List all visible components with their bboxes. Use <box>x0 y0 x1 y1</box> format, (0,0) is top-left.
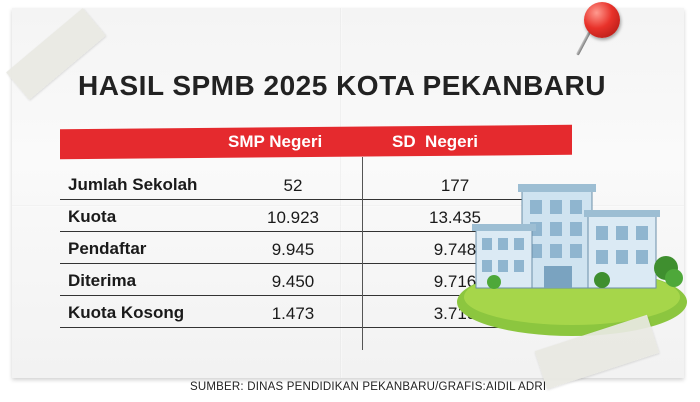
smp-value: 1.473 <box>271 304 315 323</box>
sd-value: 177 <box>440 176 470 195</box>
bush-left <box>487 275 501 289</box>
school-building-illustration <box>457 184 687 336</box>
column-header-sd: SD Negeri <box>392 132 478 151</box>
row-divider <box>60 231 572 232</box>
smp-value: 52 <box>283 176 303 195</box>
sd-value: 13.435 <box>429 208 481 227</box>
left-wing-roof <box>472 224 536 231</box>
row-label: Kuota <box>68 207 117 226</box>
paper-fold-horizontal <box>12 205 684 207</box>
column-header-smp: SMP Negeri <box>228 132 323 151</box>
table-row: Pendaftar 9.945 9.748 <box>60 232 572 264</box>
source-credit: SUMBER: DINAS PENDIDIKAN PEKANBARU/GRAFI… <box>190 381 547 393</box>
row-divider <box>60 263 572 264</box>
tree-front <box>594 272 610 288</box>
table-row: Kuota 10.923 13.435 <box>60 200 572 232</box>
table-row: Diterima 9.450 9.716 <box>60 264 572 296</box>
row-label: Jumlah Sekolah <box>68 175 198 194</box>
row-label: Pendaftar <box>68 239 147 258</box>
left-wing-windows <box>482 238 524 272</box>
sd-value: 9.716 <box>433 272 477 291</box>
right-wing-windows <box>596 226 648 264</box>
row-label: Kuota Kosong <box>68 303 185 322</box>
tower-roof <box>518 184 596 192</box>
page-title: HASIL SPMB 2025 KOTA PEKANBARU <box>78 70 606 101</box>
right-wing-roof <box>584 210 660 217</box>
row-divider <box>60 295 572 296</box>
tower-windows <box>530 200 582 258</box>
column-divider <box>362 157 363 350</box>
row-divider <box>60 199 572 200</box>
row-divider <box>60 327 572 328</box>
sd-value: 9.748 <box>433 240 477 259</box>
pushpin-icon <box>584 2 620 38</box>
table-row: Jumlah Sekolah 52 177 <box>60 168 572 200</box>
table-row: Kuota Kosong 1.473 3.719 <box>60 296 572 328</box>
smp-value: 9.450 <box>271 272 315 291</box>
row-label: Diterima <box>68 271 137 290</box>
paper-fold-vertical <box>340 8 342 378</box>
building-entrance <box>544 266 572 288</box>
smp-value: 10.923 <box>267 208 319 227</box>
smp-value: 9.945 <box>271 240 315 259</box>
tree-right-small <box>665 269 683 287</box>
